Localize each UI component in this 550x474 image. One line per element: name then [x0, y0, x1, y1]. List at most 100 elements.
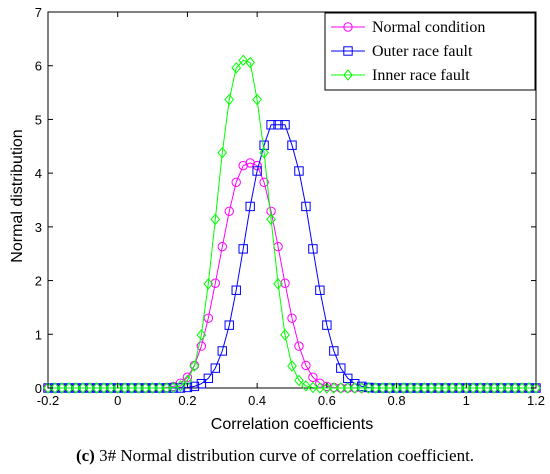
data-point — [287, 313, 297, 323]
data-point — [273, 278, 283, 290]
data-point — [203, 373, 214, 384]
data-point — [210, 278, 221, 288]
y-tick-label: 1 — [35, 327, 42, 342]
data-point — [294, 374, 304, 387]
legend-label: Normal condition — [372, 19, 485, 36]
y-tick-label: 0 — [35, 381, 42, 396]
y-tick-label: 6 — [35, 59, 42, 74]
data-point — [280, 329, 290, 341]
data-point — [189, 381, 200, 392]
caption-text: 3# Normal distribution curve of correlat… — [94, 446, 475, 465]
legend-label: Outer race fault — [372, 43, 473, 60]
data-point — [50, 382, 60, 394]
data-point — [203, 278, 214, 290]
x-tick-label: 0.2 — [178, 393, 196, 408]
data-point — [43, 382, 53, 394]
series-inner-race-fault — [43, 54, 541, 394]
data-point — [78, 382, 88, 394]
data-point — [524, 382, 534, 394]
data-point — [98, 382, 109, 394]
data-point — [447, 382, 458, 394]
data-point — [482, 382, 493, 394]
data-point — [308, 244, 318, 254]
data-point — [238, 244, 248, 254]
data-point — [294, 166, 304, 176]
data-point — [287, 140, 297, 150]
data-point — [245, 56, 256, 69]
data-point — [140, 382, 151, 394]
data-point — [105, 382, 116, 394]
data-point — [308, 372, 318, 382]
data-point — [531, 382, 541, 394]
data-point — [224, 320, 234, 330]
y-tick-label: 4 — [35, 166, 42, 181]
data-point — [510, 382, 520, 394]
x-tick-label: -0.2 — [37, 393, 59, 408]
data-point — [322, 382, 332, 394]
x-tick-label: 0.8 — [388, 393, 406, 408]
data-point — [412, 382, 423, 394]
data-point — [175, 380, 186, 392]
data-point — [287, 360, 297, 372]
data-point — [259, 177, 269, 187]
data-point — [489, 382, 500, 394]
data-point — [496, 382, 506, 394]
legend-entry: Normal condition — [331, 19, 485, 36]
data-point — [210, 363, 221, 373]
y-tick-label: 7 — [35, 5, 42, 20]
data-point — [210, 213, 221, 226]
data-point — [133, 382, 144, 394]
caption-letter: (c) — [75, 446, 95, 465]
data-point — [308, 381, 318, 394]
data-point — [468, 382, 479, 394]
data-point — [266, 120, 276, 130]
data-point — [147, 382, 158, 394]
data-point — [315, 285, 325, 295]
data-point — [126, 382, 137, 394]
data-point — [64, 382, 74, 394]
data-point — [426, 382, 437, 394]
data-point — [273, 120, 283, 130]
figure-caption: (c) 3# Normal distribution curve of corr… — [0, 446, 550, 466]
data-point — [461, 382, 472, 394]
data-point — [245, 201, 255, 212]
y-tick-label: 2 — [35, 274, 42, 289]
data-point — [328, 382, 339, 394]
legend-entry: Inner race fault — [331, 67, 470, 84]
legend-label: Inner race fault — [372, 67, 470, 84]
x-tick-label: 1.2 — [527, 393, 545, 408]
data-point — [475, 382, 486, 394]
data-point — [322, 320, 332, 330]
data-point — [154, 382, 165, 394]
data-point — [433, 382, 444, 394]
y-tick-label: 3 — [35, 220, 42, 235]
data-point — [112, 382, 123, 394]
data-point — [335, 382, 346, 394]
x-tick-label: 0.4 — [248, 393, 266, 408]
data-point — [71, 382, 81, 394]
data-point — [419, 382, 430, 394]
legend-marker — [343, 46, 353, 56]
data-point — [238, 54, 249, 67]
data-point — [259, 146, 269, 159]
data-point — [336, 363, 346, 373]
data-point — [189, 360, 200, 372]
data-point — [231, 62, 242, 74]
data-point — [454, 382, 465, 394]
data-point — [266, 213, 276, 226]
legend: Normal condition Outer race fault Inner ra… — [324, 12, 536, 91]
data-point — [119, 382, 130, 394]
data-point — [245, 158, 255, 168]
data-point — [161, 382, 172, 394]
y-axis-label: Normal distribution — [9, 129, 26, 262]
data-point — [182, 372, 193, 382]
data-point — [196, 341, 207, 351]
data-point — [217, 242, 227, 252]
data-point — [405, 382, 416, 394]
data-point — [391, 382, 402, 394]
x-tick-label: 1 — [463, 393, 470, 408]
data-point — [301, 380, 311, 392]
data-point — [280, 120, 290, 130]
x-tick-label: 0 — [114, 393, 121, 408]
